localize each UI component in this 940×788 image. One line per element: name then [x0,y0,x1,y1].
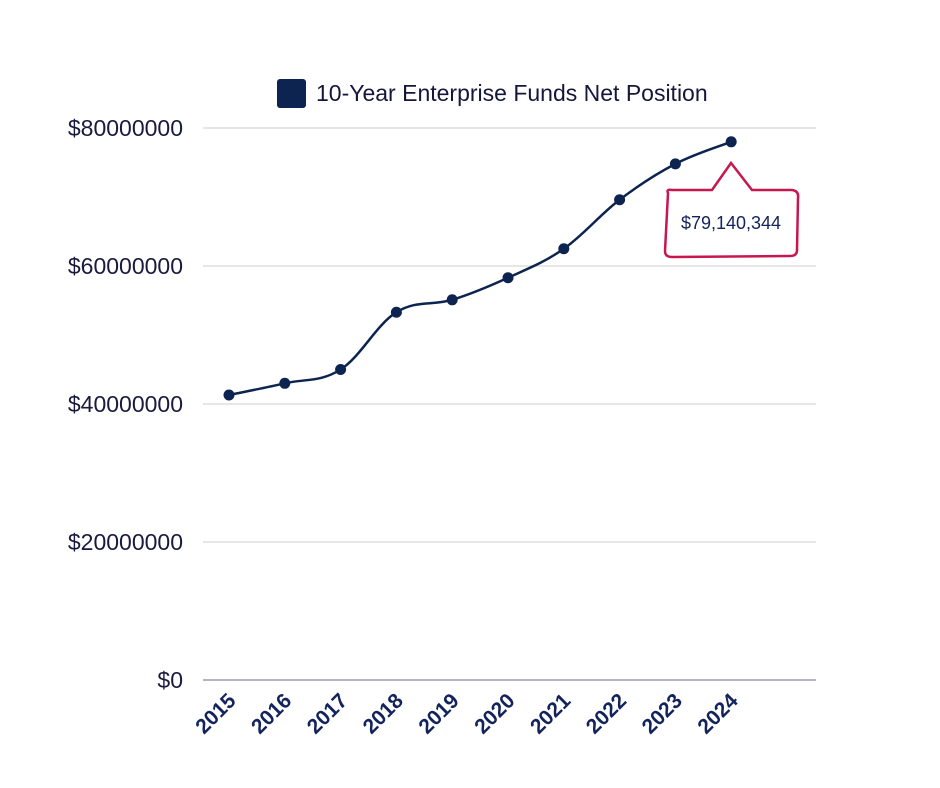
callout-text: $79,140,344 [681,213,781,233]
data-point [390,306,402,318]
x-tick-label: 2022 [582,689,631,738]
y-tick-label: $40000000 [68,391,183,417]
series-line [228,140,732,397]
y-tick-label: $60000000 [68,253,183,279]
legend-label: 10-Year Enterprise Funds Net Position [316,80,708,106]
callout-bubble [663,160,800,259]
x-tick-label: 2017 [303,689,352,738]
data-point [446,294,458,306]
data-point [279,377,291,389]
x-tick-label: 2023 [638,689,687,738]
data-points [223,136,737,401]
x-tick-label: 2019 [414,689,463,738]
y-axis-tick-labels: $0 $20000000 $40000000 $60000000 $80000000 [68,115,183,693]
x-tick-label: 2021 [526,689,576,739]
legend: 10-Year Enterprise Funds Net Position [277,79,708,108]
data-point [725,136,737,148]
x-tick-label: 2015 [191,689,241,739]
data-point [502,272,514,284]
y-tick-label: $80000000 [68,115,183,141]
x-tick-label: 2024 [693,689,743,739]
annotation-callout: $79,140,344 [663,160,800,259]
x-tick-label: 2016 [247,689,296,738]
data-point [558,243,570,255]
data-point [614,194,626,206]
y-tick-label: $20000000 [68,529,183,555]
data-point [223,389,235,401]
y-tick-label: $0 [157,667,183,693]
data-point [335,364,347,375]
data-point [669,158,681,170]
legend-swatch [277,79,306,108]
gridlines [203,127,816,681]
x-tick-label: 2018 [359,689,409,739]
x-tick-label: 2020 [470,689,519,738]
x-axis-tick-labels: 2015 2016 2017 2018 2019 2020 2021 2022 2023 2024 [191,689,743,739]
